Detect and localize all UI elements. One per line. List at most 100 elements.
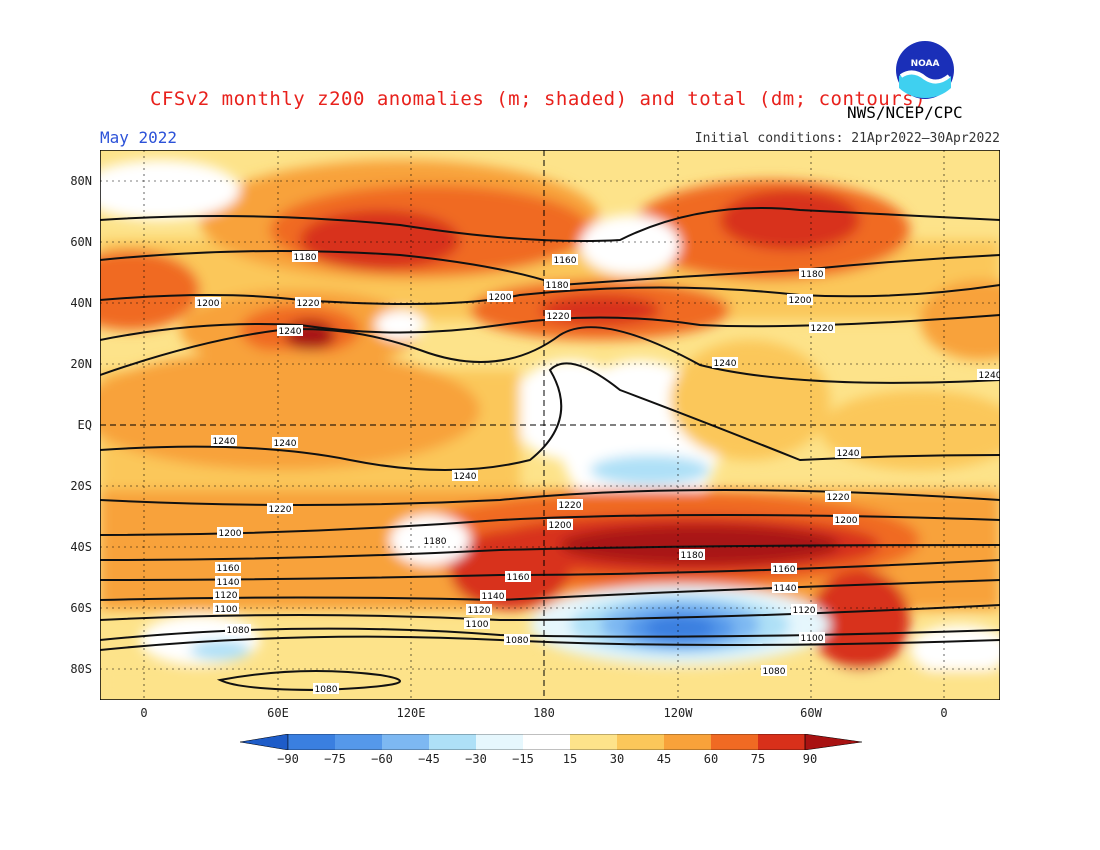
colorbar-bin	[523, 734, 570, 750]
contour-label: 1240	[712, 357, 738, 369]
anomaly-shading	[100, 160, 1000, 700]
contour-label-text: 1240	[837, 449, 860, 459]
colorbar-tick: −90	[277, 752, 299, 766]
noaa-logo-text: NOAA	[911, 59, 940, 69]
contour-label: 1200	[217, 527, 243, 539]
contour-label: 1160	[771, 563, 797, 575]
chart-title: CFSv2 monthly z200 anomalies (m; shaded)…	[150, 88, 927, 110]
contour-label-text: 1140	[774, 584, 797, 594]
contour-label: 1200	[833, 514, 859, 526]
colorbar-tick: −45	[418, 752, 440, 766]
colorbar-bin	[429, 734, 476, 750]
lat-label-60s: 60S	[70, 601, 92, 615]
contour-label: 1160	[552, 254, 578, 266]
contour-label-text: 1180	[424, 537, 447, 547]
colorbar-tick: −75	[324, 752, 346, 766]
contour-label-text: 1180	[546, 281, 569, 291]
contour-label: 1180	[544, 279, 570, 291]
contour-label: 1220	[825, 491, 851, 503]
contour-label: 1180	[799, 268, 825, 280]
colorbar-bin	[288, 734, 335, 750]
colorbar-bin	[476, 734, 523, 750]
contour-label: 1100	[799, 632, 825, 644]
lon-label-0-east: 0	[940, 706, 948, 720]
colorbar-bin	[758, 734, 805, 750]
contour-label: 1200	[195, 297, 221, 309]
lon-label-60e: 60E	[267, 706, 289, 720]
lat-label-60n: 60N	[70, 235, 92, 249]
contour-label-text: 1240	[279, 327, 302, 337]
contour-label-text: 1120	[793, 606, 816, 616]
lon-label-120w: 120W	[663, 706, 693, 720]
colorbar-tick: −60	[371, 752, 393, 766]
contour-label-text: 1200	[219, 529, 242, 539]
contour-label-text: 1240	[979, 371, 1000, 381]
colorbar-tick: −30	[465, 752, 487, 766]
contour-label: 1200	[787, 294, 813, 306]
contour-label-text: 1100	[466, 620, 489, 630]
contour-label-text: 1080	[763, 667, 786, 677]
contour-label-text: 1220	[827, 493, 850, 503]
lon-label-60w: 60W	[800, 706, 822, 720]
contour-label: 1220	[557, 499, 583, 511]
contour-label-text: 1140	[217, 578, 240, 588]
forecast-month: May 2022	[100, 128, 178, 147]
contour-label: 1080	[761, 665, 787, 677]
contour-label: 1180	[422, 535, 448, 547]
contour-label-text: 1100	[801, 634, 824, 644]
contour-label: 1140	[215, 576, 241, 588]
contour-label: 1100	[464, 618, 490, 630]
contour-label: 1140	[480, 590, 506, 602]
lat-label-80n: 80N	[70, 174, 92, 188]
contour-labels: 1160 1180 1180 1180 1200 1200 1200 1220 1220 1220…	[195, 251, 1000, 695]
contour-label-text: 1180	[681, 551, 704, 561]
noaa-logo: NOAA	[896, 41, 954, 99]
contour-label-text: 1180	[294, 253, 317, 263]
contour-label-text: 1240	[274, 439, 297, 449]
contour-label: 1200	[547, 519, 573, 531]
colorbar-arrow-low	[240, 734, 289, 750]
contour-label: 1160	[505, 571, 531, 583]
contour-label-text: 1160	[217, 564, 240, 574]
contour-label: 1160	[215, 562, 241, 574]
agency-label: NWS/NCEP/CPC	[847, 103, 963, 122]
lat-label-80s: 80S	[70, 662, 92, 676]
contour-label-text: 1180	[801, 270, 824, 280]
contour-label-text: 1240	[213, 437, 236, 447]
contour-label: 1220	[545, 310, 571, 322]
contour-label: 1120	[466, 604, 492, 616]
contour-label-text: 1200	[197, 299, 220, 309]
colorbar-tick: 75	[750, 752, 766, 766]
contour-label-text: 1220	[811, 324, 834, 334]
contour-label-text: 1220	[559, 501, 582, 511]
contour-label: 1240	[277, 325, 303, 337]
contour-label-text: 1200	[789, 296, 812, 306]
contour-label-text: 1160	[507, 573, 530, 583]
colorbar-bin	[570, 734, 617, 750]
lon-label-180: 180	[533, 706, 555, 720]
contour-label-text: 1240	[714, 359, 737, 369]
contour-label: 1100	[213, 603, 239, 615]
contour-label-text: 1120	[215, 591, 238, 601]
contour-label: 1180	[292, 251, 318, 263]
colorbar-bin	[617, 734, 664, 750]
initial-conditions: Initial conditions: 21Apr2022–30Apr2022	[694, 131, 1000, 146]
contour-label-text: 1200	[549, 521, 572, 531]
colorbar-tick: 60	[703, 752, 719, 766]
contour-label: 1180	[679, 549, 705, 561]
contour-label: 1240	[211, 435, 237, 447]
contour-label: 1120	[791, 604, 817, 616]
contour-label-text: 1120	[468, 606, 491, 616]
contour-label-text: 1240	[454, 472, 477, 482]
contour-label-text: 1160	[554, 256, 577, 266]
contour-label: 1240	[835, 447, 861, 459]
contour-label: 1200	[487, 291, 513, 303]
lat-label-eq: EQ	[77, 418, 92, 432]
contour-label-text: 1080	[315, 685, 338, 695]
lon-label-120e: 120E	[396, 706, 426, 720]
colorbar	[240, 734, 862, 750]
colorbar-bin	[664, 734, 711, 750]
contour-label: 1120	[213, 589, 239, 601]
colorbar-bin	[382, 734, 429, 750]
equator-dateline	[100, 150, 1000, 700]
